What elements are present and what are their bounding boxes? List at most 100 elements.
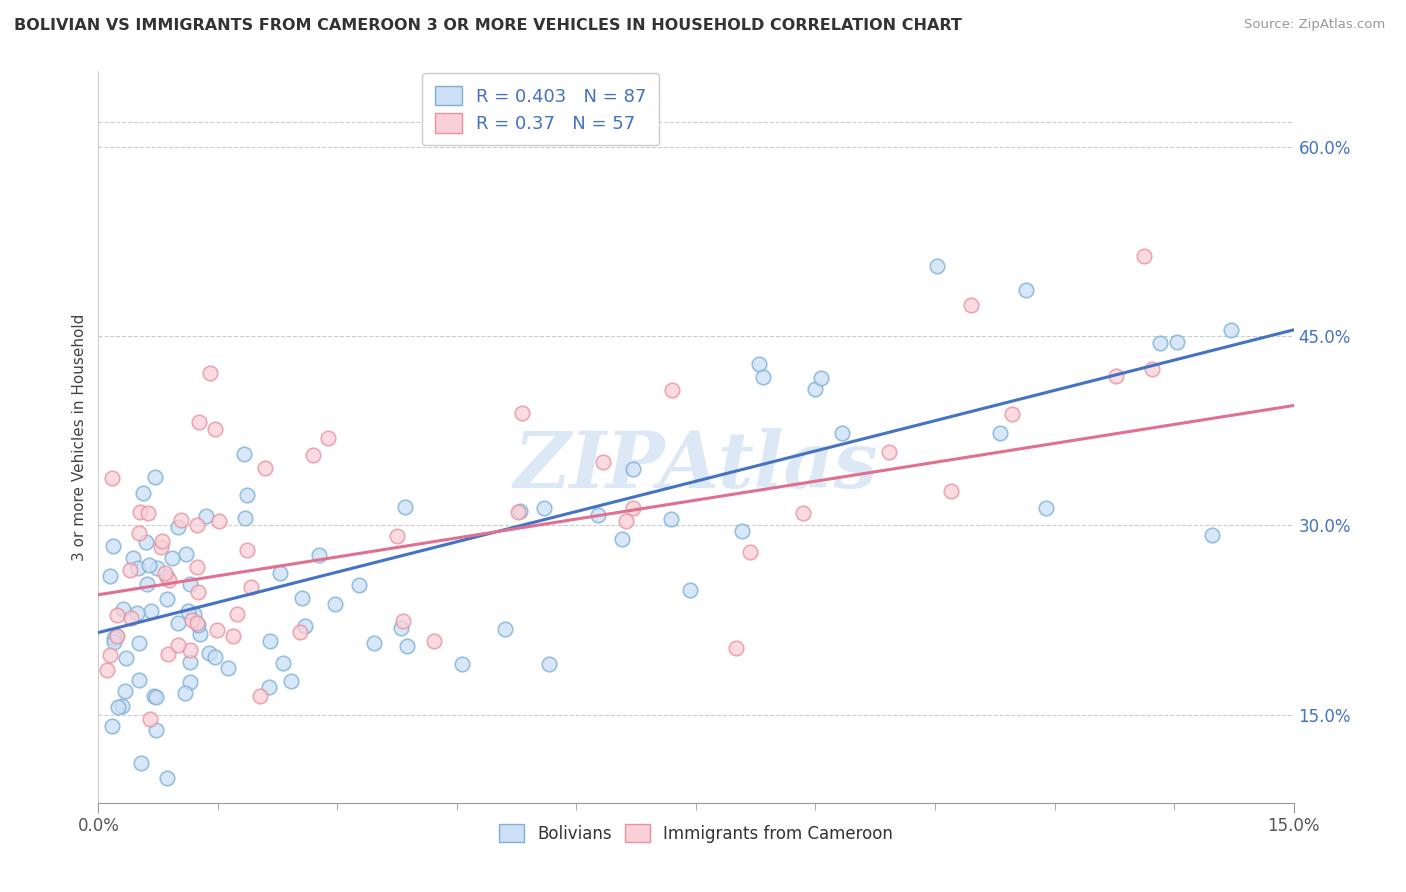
Point (222, 629, 245, 643)
Point (392, 614, 415, 628)
Point (167, 615, 190, 630)
Point (302, 448, 325, 462)
Point (208, 514, 231, 528)
Point (100, 471, 122, 485)
Point (925, 259, 948, 273)
Point (167, 638, 190, 652)
Point (1220, 323, 1243, 337)
Point (128, 673, 150, 688)
Point (236, 488, 259, 502)
Point (114, 683, 136, 698)
Point (612, 533, 634, 547)
Point (291, 591, 314, 606)
Point (731, 524, 754, 539)
Point (127, 560, 149, 574)
Point (174, 686, 197, 700)
Point (149, 540, 172, 554)
Point (1001, 407, 1024, 421)
Point (1149, 336, 1171, 351)
Point (1201, 528, 1223, 542)
Point (132, 485, 155, 500)
Point (280, 674, 302, 689)
Point (128, 636, 150, 650)
Point (187, 618, 209, 632)
Point (187, 415, 209, 429)
Point (153, 566, 176, 581)
Point (621, 462, 644, 476)
Text: BOLIVIAN VS IMMIGRANTS FROM CAMEROON 3 OR MORE VEHICLES IN HOUSEHOLD CORRELATION: BOLIVIAN VS IMMIGRANTS FROM CAMEROON 3 O… (14, 18, 962, 33)
Point (101, 539, 124, 553)
Point (156, 591, 179, 606)
Point (877, 445, 900, 459)
Point (269, 566, 291, 581)
Point (98, 648, 121, 662)
Point (323, 597, 346, 611)
Point (586, 508, 609, 522)
Point (159, 573, 181, 587)
Point (232, 447, 254, 461)
Point (156, 570, 179, 584)
Point (160, 551, 183, 566)
Point (103, 631, 125, 645)
Point (1132, 249, 1154, 263)
Point (187, 585, 209, 599)
Point (661, 512, 683, 526)
Point (422, 634, 444, 648)
Text: ZIPAtlas: ZIPAtlas (513, 428, 879, 505)
Point (138, 558, 160, 572)
Point (205, 623, 228, 637)
Point (174, 547, 197, 561)
Point (138, 506, 160, 520)
Point (170, 513, 193, 527)
Point (959, 298, 981, 312)
Point (738, 545, 761, 559)
Point (1166, 334, 1188, 349)
Point (614, 514, 637, 528)
Point (748, 358, 770, 372)
Point (249, 689, 271, 703)
Point (101, 719, 124, 733)
Point (146, 561, 169, 575)
Point (128, 525, 150, 540)
Point (111, 699, 134, 714)
Point (112, 602, 135, 616)
Point (204, 421, 226, 435)
Point (661, 383, 683, 397)
Point (120, 611, 142, 625)
Legend: Bolivians, Immigrants from Cameroon: Bolivians, Immigrants from Cameroon (492, 817, 900, 849)
Point (143, 470, 166, 484)
Point (145, 723, 167, 738)
Point (179, 655, 201, 669)
Point (100, 568, 122, 582)
Point (253, 461, 276, 475)
Point (725, 640, 748, 655)
Point (494, 622, 516, 636)
Point (96, 663, 118, 677)
Point (179, 674, 201, 689)
Point (389, 621, 412, 635)
Point (316, 432, 339, 446)
Point (235, 543, 257, 558)
Point (122, 550, 145, 565)
Point (179, 577, 201, 591)
Point (363, 635, 385, 649)
Point (157, 647, 180, 661)
Point (139, 604, 162, 618)
Point (385, 529, 408, 543)
Point (349, 578, 371, 592)
Point (204, 650, 226, 665)
Point (139, 712, 162, 726)
Point (195, 509, 218, 524)
Point (509, 504, 531, 518)
Point (107, 700, 129, 714)
Point (751, 370, 773, 384)
Point (510, 406, 533, 420)
Point (533, 500, 555, 515)
Point (156, 771, 179, 785)
Point (988, 426, 1011, 441)
Point (128, 505, 150, 519)
Point (792, 506, 814, 520)
Point (240, 580, 263, 594)
Point (1035, 501, 1057, 516)
Point (105, 629, 128, 643)
